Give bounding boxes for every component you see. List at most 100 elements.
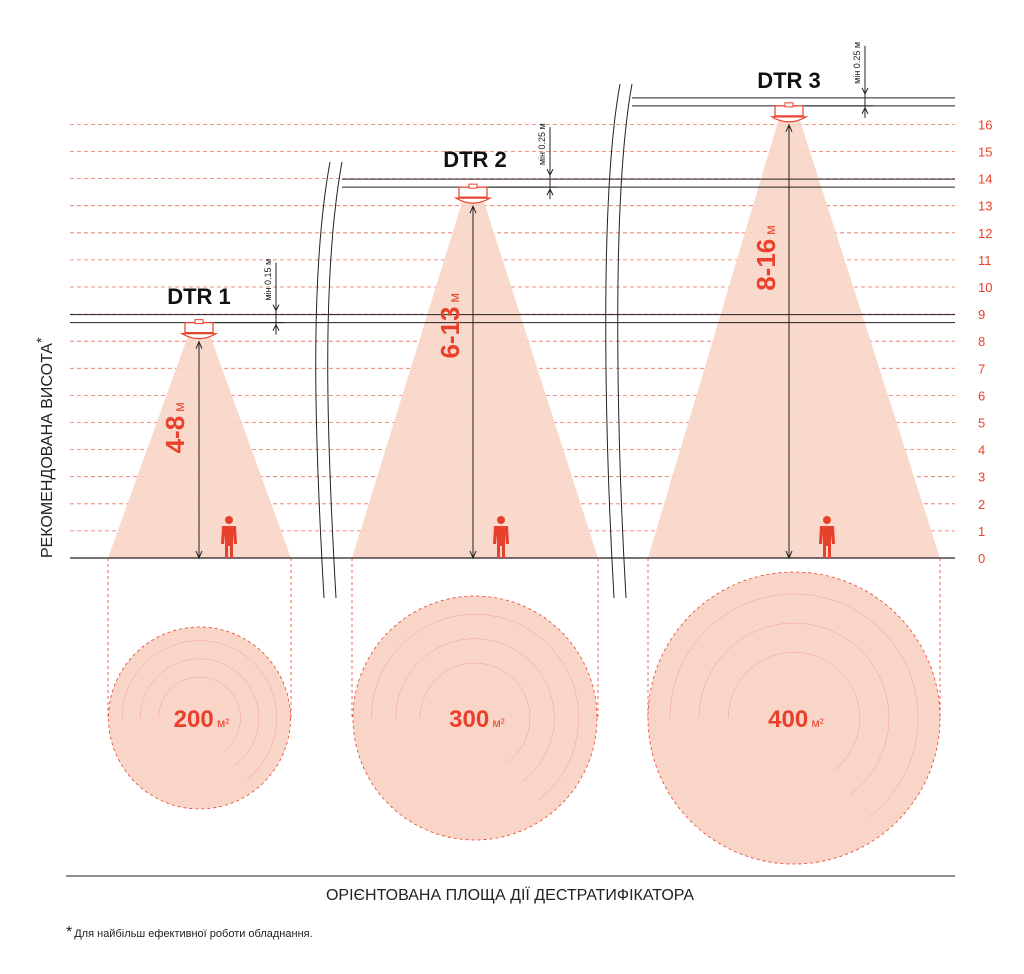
destratifier-body bbox=[179, 333, 219, 340]
clearance-arrow bbox=[861, 106, 869, 115]
person-head bbox=[823, 516, 831, 524]
airflow-ring bbox=[121, 640, 278, 781]
destratifier-body bbox=[769, 116, 809, 123]
area-unit: м² bbox=[214, 716, 230, 730]
person-body bbox=[221, 526, 237, 558]
airflow-ring bbox=[698, 622, 890, 795]
ceiling-lines bbox=[70, 83, 955, 599]
area-label: 300 м² bbox=[449, 706, 505, 733]
area-label: 400 м² bbox=[768, 706, 824, 733]
unit-title: DTR 3 bbox=[757, 68, 821, 93]
height-arrow-head bbox=[195, 340, 203, 349]
area-value: 200 bbox=[174, 706, 214, 733]
area-circle bbox=[108, 626, 291, 810]
destratifier-cap bbox=[468, 183, 478, 189]
height-arrow-head bbox=[469, 204, 477, 214]
scale-tick-label: 12 bbox=[978, 226, 992, 241]
person-head bbox=[225, 516, 233, 524]
wall-break-curve bbox=[327, 161, 343, 599]
scale-tick-label: 7 bbox=[978, 361, 985, 376]
scale-tick-label: 15 bbox=[978, 145, 992, 160]
wall-break-curve bbox=[605, 83, 621, 599]
clearance-label: мін 0.25 м bbox=[852, 42, 862, 84]
scale-tick-label: 13 bbox=[978, 199, 992, 214]
scale-tick-label: 2 bbox=[978, 497, 985, 512]
clearance-arrow bbox=[546, 168, 554, 177]
area-label: 200 м² bbox=[174, 706, 230, 733]
height-arrow-head bbox=[785, 123, 793, 133]
footnote-mark: * bbox=[66, 924, 73, 941]
area-value: 300 bbox=[449, 706, 489, 733]
airflow-ring bbox=[140, 658, 259, 766]
area-circles bbox=[107, 558, 941, 865]
unit-title: DTR 1 bbox=[167, 284, 231, 309]
height-range-value: 4-8 bbox=[160, 416, 190, 454]
coverage-cones bbox=[108, 104, 940, 558]
y-axis-title-text: РЕКОМЕНДОВАНА ВИСОТА bbox=[39, 343, 56, 558]
people-group bbox=[221, 516, 835, 558]
height-arrows bbox=[195, 123, 793, 560]
scale-tick-label: 10 bbox=[978, 280, 992, 295]
height-range-value: 8-16 bbox=[751, 239, 781, 291]
height-range-label: 8-16 м bbox=[751, 225, 781, 291]
wall-break-curve bbox=[315, 161, 331, 599]
destratifier-cap bbox=[194, 319, 204, 325]
clearance-arrow bbox=[272, 304, 280, 312]
height-range-unit: м bbox=[762, 225, 778, 239]
person-icon bbox=[819, 516, 835, 558]
area-unit: м² bbox=[489, 716, 505, 730]
y-axis-title: РЕКОМЕНДОВАНА ВИСОТА* bbox=[33, 337, 56, 558]
person-icon bbox=[221, 516, 237, 558]
x-axis-title: ОРІЄНТОВАНА ПЛОЩА ДІЇ ДЕСТРАТИФІКАТОРА bbox=[326, 886, 694, 904]
airflow-ring bbox=[158, 676, 241, 751]
height-arrow-head bbox=[785, 550, 793, 560]
coverage-cone bbox=[648, 104, 940, 558]
scale-tick-label: 0 bbox=[978, 551, 985, 566]
person-head bbox=[497, 516, 505, 524]
clearance-label: мін 0.25 м bbox=[537, 123, 547, 165]
scale-tick-label: 3 bbox=[978, 470, 985, 485]
footnote: * Для найбільш ефективної роботи обладнан… bbox=[66, 924, 313, 946]
area-value: 400 bbox=[768, 706, 808, 733]
scale-tick-label: 14 bbox=[978, 172, 992, 187]
height-arrow-head bbox=[195, 550, 203, 560]
scale-tick-label: 4 bbox=[978, 443, 985, 458]
airflow-ring bbox=[395, 638, 555, 782]
destratifier-body bbox=[453, 197, 493, 204]
scale-tick-label: 11 bbox=[978, 253, 992, 268]
clearance-arrow bbox=[546, 188, 554, 196]
area-unit: м² bbox=[808, 716, 824, 730]
airflow-ring bbox=[371, 614, 579, 802]
scale-tick-label: 9 bbox=[978, 307, 985, 322]
airflow-ring bbox=[419, 662, 531, 763]
person-body bbox=[493, 526, 509, 558]
scale-tick-label: 8 bbox=[978, 334, 985, 349]
footnote-text: Для найбільш ефективної роботи обладнанн… bbox=[74, 928, 313, 940]
airflow-ring bbox=[728, 652, 860, 771]
clearance-arrow bbox=[861, 87, 869, 95]
person-body bbox=[819, 526, 835, 558]
area-circle bbox=[352, 595, 598, 841]
height-range-unit: м bbox=[171, 402, 187, 416]
clearance-arrow bbox=[272, 323, 280, 331]
device-group bbox=[179, 45, 873, 340]
height-arrow-head bbox=[469, 550, 477, 560]
airflow-ring bbox=[669, 593, 919, 818]
person-icon bbox=[493, 516, 509, 558]
destratifier-cap bbox=[784, 102, 794, 108]
area-circle bbox=[647, 571, 941, 865]
height-range-value: 6-13 bbox=[435, 307, 465, 359]
y-axis-title-mark: * bbox=[33, 337, 49, 343]
unit-title: DTR 2 bbox=[443, 147, 507, 172]
scale-tick-label: 5 bbox=[978, 416, 985, 431]
scale-tick-label: 6 bbox=[978, 388, 985, 403]
height-range-label: 6-13 м bbox=[435, 293, 465, 359]
coverage-cone bbox=[352, 186, 598, 558]
height-range-label: 4-8 м bbox=[160, 402, 190, 453]
scale-tick-label: 16 bbox=[978, 117, 992, 132]
height-range-unit: м bbox=[446, 293, 462, 307]
wall-break-curve bbox=[617, 83, 633, 599]
